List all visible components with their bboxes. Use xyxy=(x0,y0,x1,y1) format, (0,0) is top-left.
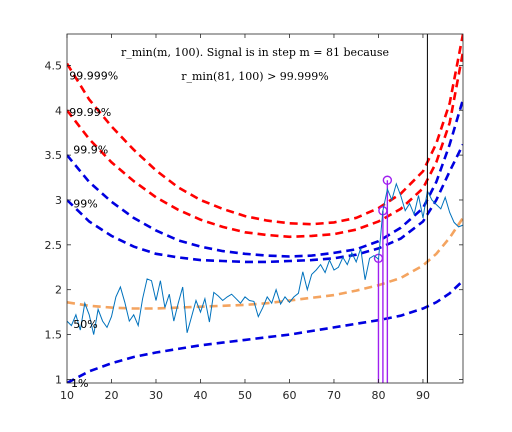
y-tick-label-3: 2.5 xyxy=(45,239,63,252)
x-tick-label-1: 20 xyxy=(104,389,118,402)
y-tick-label-7: 4.5 xyxy=(45,59,63,72)
title-line-2: r_min(81, 100) > 99.999% xyxy=(181,70,329,83)
y-tick-label-4: 3 xyxy=(55,194,62,207)
x-tick-label-2: 30 xyxy=(149,389,163,402)
stem-marker-2 xyxy=(382,175,393,185)
x-tick-label-0: 10 xyxy=(60,389,74,402)
threshold-curve-0 xyxy=(67,34,463,226)
chart-title: r_min(m, 100). Signal is in step m = 81 … xyxy=(121,46,389,83)
y-axis-ticks: 1 1.5 2 2.5 3 3.5 4 4.5 xyxy=(45,59,463,386)
x-tick-label-8: 90 xyxy=(416,389,430,402)
threshold-curves xyxy=(67,34,463,383)
stem-markers xyxy=(373,175,393,383)
annotation-5: 1% xyxy=(71,377,88,390)
threshold-curve-4 xyxy=(67,217,463,310)
x-tick-label-3: 40 xyxy=(193,389,207,402)
annotation-2: 99.9% xyxy=(73,144,108,157)
y-tick-label-5: 3.5 xyxy=(45,149,63,162)
x-tick-label-5: 60 xyxy=(282,389,296,402)
threshold-curve-2 xyxy=(67,99,463,258)
signal-line xyxy=(67,182,463,335)
annotation-0: 99.999% xyxy=(69,69,118,82)
annotation-3: 99% xyxy=(73,198,97,211)
y-tick-label-0: 1 xyxy=(55,373,62,386)
curve-annotations: 99.999% 99.99% 99.9% 99% 50% 1% xyxy=(69,69,118,390)
x-tick-label-7: 80 xyxy=(371,389,385,402)
y-tick-label-2: 2 xyxy=(55,284,62,297)
threshold-curve-1 xyxy=(67,51,463,239)
signal-series xyxy=(67,182,463,335)
x-axis-ticks: 10 20 30 40 50 60 70 80 90 xyxy=(60,34,430,402)
plot-area-frame xyxy=(66,33,464,384)
y-tick-label-6: 4 xyxy=(55,104,62,117)
x-tick-label-4: 50 xyxy=(238,389,252,402)
x-tick-label-6: 70 xyxy=(327,389,341,402)
annotation-1: 99.99% xyxy=(69,106,111,119)
title-line-1: r_min(m, 100). Signal is in step m = 81 … xyxy=(121,46,389,59)
annotation-4: 50% xyxy=(73,318,97,331)
threshold-curve-3 xyxy=(67,143,463,264)
y-tick-label-1: 1.5 xyxy=(45,329,63,342)
